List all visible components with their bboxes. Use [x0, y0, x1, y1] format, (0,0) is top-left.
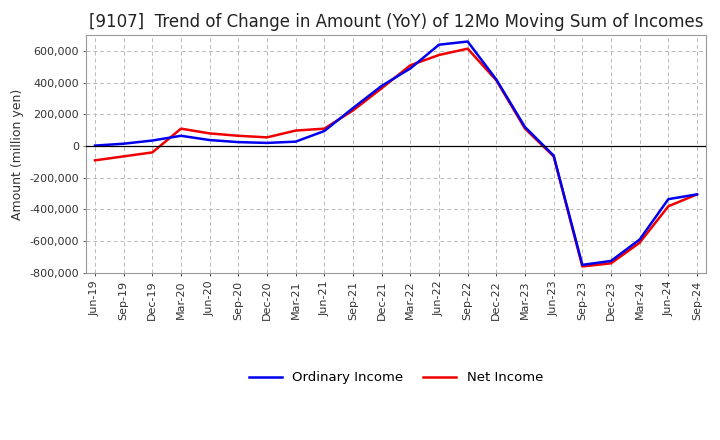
Ordinary Income [635, 237, 644, 242]
Ordinary Income [377, 83, 386, 88]
Ordinary Income [549, 153, 558, 158]
Ordinary Income [435, 42, 444, 48]
Ordinary Income [464, 39, 472, 44]
Ordinary Income [492, 77, 500, 82]
Net Income [91, 158, 99, 163]
Ordinary Income [521, 125, 529, 130]
Net Income [435, 52, 444, 58]
Net Income [148, 150, 157, 155]
Ordinary Income [148, 138, 157, 143]
Ordinary Income [607, 258, 616, 264]
Net Income [635, 240, 644, 246]
Ordinary Income [406, 66, 415, 71]
Net Income [234, 133, 243, 139]
Ordinary Income [263, 140, 271, 146]
Net Income [607, 260, 616, 266]
Net Income [348, 108, 357, 113]
Legend: Ordinary Income, Net Income: Ordinary Income, Net Income [243, 366, 549, 390]
Net Income [578, 264, 587, 269]
Net Income [693, 192, 701, 197]
Ordinary Income [234, 139, 243, 145]
Net Income [464, 46, 472, 51]
Net Income [320, 126, 328, 131]
Ordinary Income [176, 133, 185, 139]
Line: Ordinary Income: Ordinary Income [95, 41, 697, 265]
Net Income [549, 154, 558, 159]
Ordinary Income [348, 106, 357, 111]
Net Income [120, 154, 128, 159]
Net Income [377, 86, 386, 91]
Ordinary Income [120, 141, 128, 147]
Title: [9107]  Trend of Change in Amount (YoY) of 12Mo Moving Sum of Incomes: [9107] Trend of Change in Amount (YoY) o… [89, 13, 703, 31]
Ordinary Income [320, 128, 328, 134]
Net Income [205, 131, 214, 136]
Y-axis label: Amount (million yen): Amount (million yen) [11, 88, 24, 220]
Net Income [406, 62, 415, 68]
Ordinary Income [664, 197, 672, 202]
Ordinary Income [205, 137, 214, 143]
Ordinary Income [292, 139, 300, 144]
Net Income [263, 135, 271, 140]
Net Income [176, 126, 185, 131]
Net Income [664, 204, 672, 209]
Net Income [492, 78, 500, 83]
Net Income [292, 128, 300, 133]
Net Income [521, 126, 529, 131]
Ordinary Income [91, 143, 99, 148]
Ordinary Income [578, 262, 587, 268]
Ordinary Income [693, 192, 701, 197]
Line: Net Income: Net Income [95, 49, 697, 267]
